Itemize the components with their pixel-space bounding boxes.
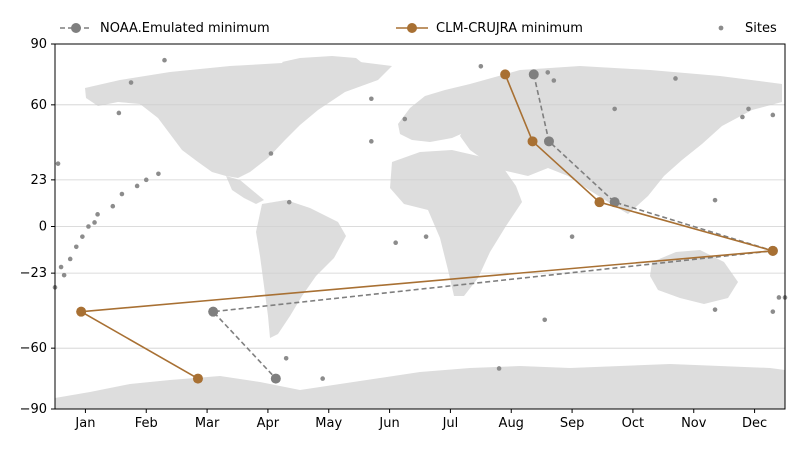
site-point xyxy=(134,183,140,189)
site-point xyxy=(55,161,61,166)
africa-land xyxy=(390,150,522,296)
site-point xyxy=(73,244,79,250)
site-point xyxy=(776,295,782,300)
series-point xyxy=(76,306,87,317)
asia-land xyxy=(460,66,782,214)
site-point xyxy=(80,234,85,239)
site-point xyxy=(746,106,751,112)
legend-noaa-marker xyxy=(60,23,92,33)
site-point xyxy=(268,151,274,156)
series-point xyxy=(270,373,281,384)
gridlines xyxy=(55,104,785,349)
axes: 90 60 23 0 −23 −60 −90 Jan Feb Mar Apr May Jun Jul Aug… xyxy=(20,37,768,431)
site-point xyxy=(612,106,617,112)
x-tick-label: Mar xyxy=(195,416,220,431)
site-point xyxy=(92,220,97,225)
legend-noaa: NOAA.Emulated minimum xyxy=(60,18,270,38)
greenland-land xyxy=(282,56,366,102)
x-tick-label: Apr xyxy=(257,416,280,431)
site-point xyxy=(283,356,289,361)
site-point xyxy=(369,139,374,144)
x-tick-label: Dec xyxy=(742,416,767,431)
site-point xyxy=(110,203,116,209)
y-tick-label: −23 xyxy=(20,266,47,281)
y-tick-label: 90 xyxy=(30,37,47,52)
legend-sites-label: Sites xyxy=(745,20,777,36)
series-point xyxy=(767,245,778,256)
x-tick-label: Jan xyxy=(74,416,95,431)
y-tick-label: −60 xyxy=(20,341,47,356)
x-tick-label: Nov xyxy=(681,416,707,431)
series-point xyxy=(527,136,538,147)
site-point xyxy=(712,307,718,312)
australia-land xyxy=(650,250,738,304)
legend-sites: Sites xyxy=(705,18,777,38)
x-tick-label: Feb xyxy=(135,416,158,431)
site-point xyxy=(569,234,575,239)
site-point xyxy=(86,224,91,229)
site-point xyxy=(551,78,557,83)
site-point xyxy=(95,212,100,217)
series-point xyxy=(192,373,203,384)
x-tick-label: Aug xyxy=(499,416,524,431)
y-tick-label: 23 xyxy=(30,173,47,188)
site-point xyxy=(156,171,161,177)
series-line xyxy=(78,74,774,380)
site-point xyxy=(67,256,73,262)
series-point xyxy=(528,69,539,80)
x-tick-label: Jul xyxy=(442,416,459,431)
legend-clm-marker xyxy=(396,23,428,33)
site-point xyxy=(119,191,125,197)
sites-scatter xyxy=(52,57,788,381)
site-point xyxy=(116,110,122,116)
site-point xyxy=(545,70,551,75)
legend-clm-label: CLM-CRUJRA minimum xyxy=(436,20,583,36)
site-point xyxy=(128,80,134,85)
y-tick-label: −90 xyxy=(20,402,47,417)
site-point xyxy=(478,64,484,69)
site-point xyxy=(770,309,776,314)
series-point xyxy=(594,197,605,208)
y-tick-label: 0 xyxy=(39,220,47,235)
series-layer xyxy=(76,69,778,384)
site-point xyxy=(423,234,429,239)
antarctica-land xyxy=(55,364,785,409)
series-point xyxy=(500,69,511,80)
site-point xyxy=(143,177,149,183)
legend-clm: CLM-CRUJRA minimum xyxy=(396,18,583,38)
site-point xyxy=(369,96,374,102)
site-point xyxy=(286,199,292,205)
site-point xyxy=(320,376,325,381)
x-tick-label: Oct xyxy=(622,416,644,431)
site-point xyxy=(393,240,398,246)
y-tick-label: 60 xyxy=(30,98,47,113)
site-point xyxy=(542,317,548,323)
series-point xyxy=(609,197,620,208)
x-tick-label: Jun xyxy=(378,416,399,431)
legend-noaa-label: NOAA.Emulated minimum xyxy=(100,20,270,36)
site-point xyxy=(402,116,408,122)
site-point xyxy=(162,57,167,63)
x-tick-label: Sep xyxy=(560,416,585,431)
site-point xyxy=(712,197,718,203)
site-point xyxy=(770,112,776,118)
site-point xyxy=(496,366,502,371)
site-point xyxy=(673,76,678,81)
series-point xyxy=(208,306,219,317)
series-line xyxy=(211,74,774,380)
series-clm xyxy=(76,69,778,384)
site-point xyxy=(740,114,745,120)
x-tick-label: May xyxy=(315,416,342,431)
site-point xyxy=(58,264,64,270)
world-map-background xyxy=(55,56,785,409)
legend-sites-marker xyxy=(718,25,724,31)
series-point xyxy=(543,136,554,147)
central-america-land xyxy=(226,176,264,204)
site-point xyxy=(61,272,67,278)
south-america-land xyxy=(256,200,346,338)
